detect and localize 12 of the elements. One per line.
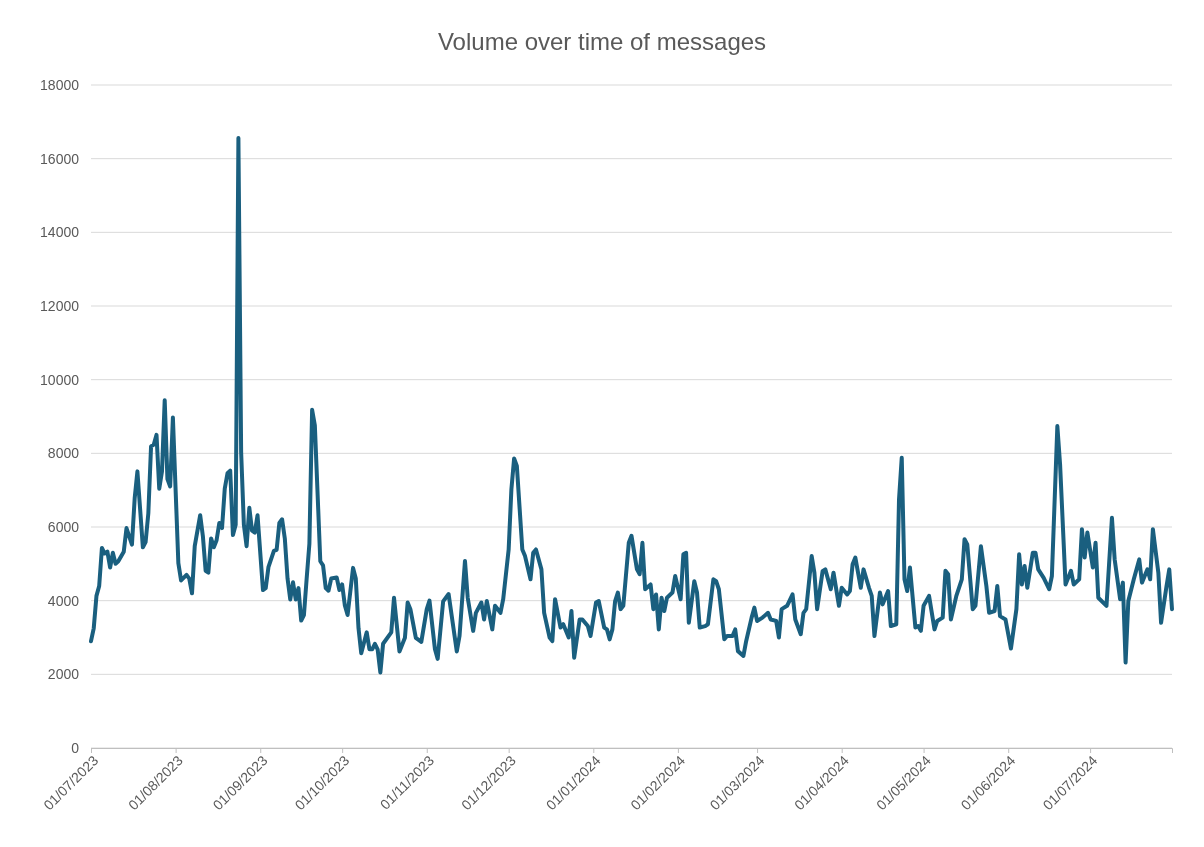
- y-tick-label: 18000: [40, 76, 80, 93]
- chart-title: Volume over time of messages: [437, 28, 767, 55]
- y-tick-label: 10000: [40, 371, 80, 388]
- y-tick-label: 4000: [47, 592, 80, 609]
- line-series: [89, 136, 1174, 675]
- y-tick-label: 16000: [40, 150, 80, 167]
- y-tick-label: 6000: [47, 518, 80, 535]
- y-tick-label: 12000: [40, 297, 80, 314]
- y-tick-label: 2000: [47, 666, 80, 683]
- y-tick-label: 14000: [40, 224, 80, 241]
- y-tick-label: 0: [71, 739, 80, 756]
- y-tick-label: 8000: [47, 445, 80, 462]
